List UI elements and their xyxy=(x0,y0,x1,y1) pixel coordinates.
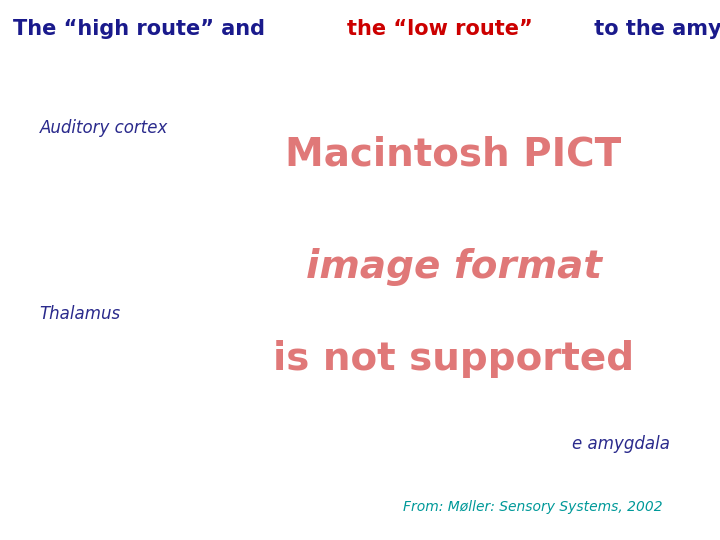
Text: image format: image format xyxy=(305,248,602,286)
Text: From: Møller: Sensory Systems, 2002: From: Møller: Sensory Systems, 2002 xyxy=(403,500,663,514)
Text: The “high route” and: The “high route” and xyxy=(13,19,272,39)
Text: Macintosh PICT: Macintosh PICT xyxy=(285,135,622,173)
Text: e amygdala: e amygdala xyxy=(572,435,670,453)
Text: Thalamus: Thalamus xyxy=(40,305,121,323)
Text: the “low route”: the “low route” xyxy=(348,19,534,39)
Text: Auditory cortex: Auditory cortex xyxy=(40,119,168,137)
Text: to the amygdala: to the amygdala xyxy=(587,19,720,39)
Text: is not supported: is not supported xyxy=(273,340,634,378)
